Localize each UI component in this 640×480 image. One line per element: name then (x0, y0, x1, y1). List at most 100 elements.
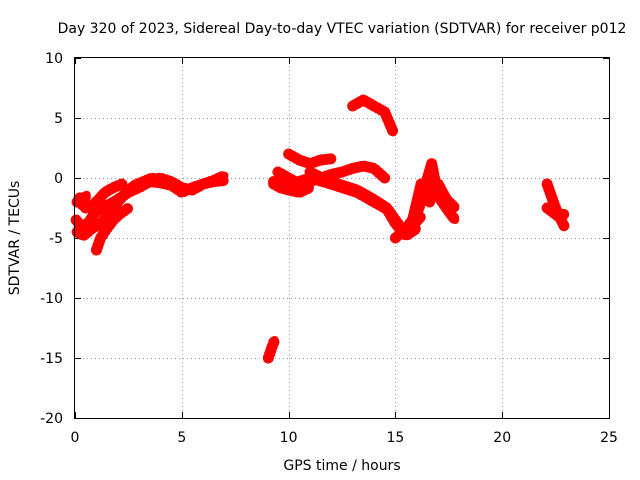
data-point (543, 204, 552, 212)
data-point (549, 208, 558, 217)
data-point (427, 159, 436, 168)
grid (75, 58, 609, 418)
x-tick-label: 15 (386, 430, 404, 446)
data-point (122, 188, 131, 197)
data-point (118, 180, 126, 188)
data-point (425, 198, 434, 206)
data-point (389, 128, 398, 137)
data-point (370, 102, 378, 110)
data-point (276, 183, 285, 192)
y-tick-label: -20 (40, 411, 63, 427)
data-point (391, 216, 400, 224)
data-point (109, 183, 118, 192)
data-point (423, 174, 432, 182)
data-point (417, 180, 425, 188)
data-point (327, 154, 336, 163)
data-point (306, 168, 314, 176)
data-point (338, 181, 346, 190)
x-tick-label: 10 (280, 430, 298, 446)
data-point (348, 164, 357, 173)
data-point (295, 156, 304, 164)
x-tick-label: 25 (600, 430, 618, 446)
y-tick-label: 5 (54, 111, 63, 127)
data-point (323, 176, 331, 185)
data-point (167, 177, 176, 186)
data-point (177, 183, 186, 192)
y-tick-label: 0 (54, 171, 63, 187)
data-point (124, 204, 133, 212)
data-point (402, 224, 411, 233)
x-tick-label: 0 (71, 430, 80, 446)
y-tick-label: 10 (45, 51, 63, 67)
data-point (284, 150, 293, 158)
data-point (380, 174, 389, 182)
chart-title: Day 320 of 2023, Sidereal Day-to-day VTE… (58, 21, 627, 37)
data-point (382, 204, 391, 212)
data-point (338, 168, 346, 176)
data-point (370, 195, 378, 204)
data-point (88, 224, 97, 233)
data-point (284, 174, 293, 182)
data-point (82, 190, 91, 199)
y-tick-label: -10 (40, 291, 63, 307)
data-point (96, 234, 105, 242)
data-point (100, 188, 109, 197)
data-point (359, 96, 368, 104)
data-point (92, 246, 101, 254)
data-series (70, 94, 570, 364)
data-point (306, 159, 314, 168)
data-point (135, 180, 144, 188)
y-tick-label: -15 (40, 351, 63, 367)
data-point (73, 228, 82, 236)
data-point (270, 336, 279, 344)
data-point (72, 216, 81, 224)
data-point (451, 216, 460, 224)
data-point (81, 204, 90, 212)
plot-frame (74, 57, 610, 419)
series-arc-f (133, 170, 230, 196)
data-point (543, 180, 552, 188)
tick-labels: 0 5 10 15 20 25 -20 -15 -10 -5 0 5 10 (40, 51, 618, 446)
data-point (269, 180, 278, 188)
data-point (429, 186, 438, 194)
y-axis-label: SDTVAR / TECUs (7, 181, 23, 296)
data-point (199, 180, 208, 188)
data-point (348, 102, 357, 110)
data-point (391, 234, 400, 242)
data-point (94, 195, 103, 204)
series-arc-m (347, 94, 399, 138)
x-tick-label: 20 (493, 430, 511, 446)
series-arc-q (541, 202, 570, 224)
series-arc-i (272, 160, 391, 190)
data-point (209, 176, 218, 185)
data-point (451, 204, 460, 212)
data-point (359, 162, 368, 170)
data-point (273, 168, 282, 176)
data-point (412, 198, 421, 206)
data-point (353, 186, 361, 194)
series-arc-d (71, 189, 93, 208)
data-point (109, 216, 118, 224)
data-point (421, 188, 430, 197)
data-point (188, 186, 197, 194)
data-point (295, 188, 304, 197)
x-tick-label: 5 (177, 430, 186, 446)
series-arc-g (262, 334, 281, 364)
data-point (90, 210, 99, 218)
data-point (103, 224, 111, 233)
data-point (560, 210, 569, 218)
data-point (547, 192, 556, 200)
data-point (264, 354, 273, 362)
data-point (115, 210, 124, 218)
series-arc-e (90, 202, 134, 256)
data-point (370, 164, 378, 173)
data-point (306, 183, 314, 192)
data-point (434, 180, 443, 188)
data-point (79, 231, 88, 240)
data-point (267, 344, 276, 353)
series-arc-o (407, 178, 461, 226)
data-point (220, 171, 229, 180)
x-axis-label: GPS time / hours (283, 458, 400, 474)
data-point (284, 186, 293, 194)
